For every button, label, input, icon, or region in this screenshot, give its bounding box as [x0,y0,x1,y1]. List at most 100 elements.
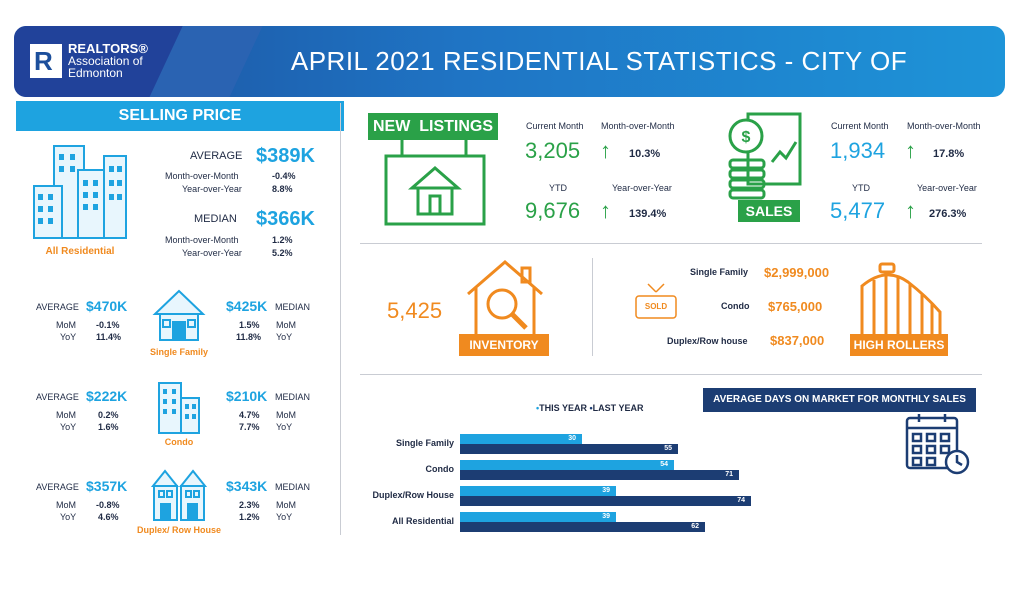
chart-category-label: All Residential [391,516,454,526]
sales-mom-up-arrow-icon: ↑ [905,138,916,163]
nl-mom-label: Month-over-Month [601,121,675,131]
inventory-divider [592,258,593,356]
bar-last-year: 62 [460,522,705,532]
buildings-icon [33,145,127,239]
duplex-med-yoy-value: 1.2% [239,512,260,522]
sf-avg-mom-label: MoM [56,320,76,330]
sf-caption: Single Family [149,347,209,357]
logo-text: REALTORS® Association of Edmonton [68,41,148,80]
duplex-avg-mom-label: MoM [56,500,76,510]
duplex-rowhouse-icon [150,469,208,521]
condo-building-icon [158,382,200,434]
condo-avg-mom-value: 0.2% [98,410,119,420]
inventory-badge: INVENTORY [459,334,549,356]
section-divider-2 [360,374,982,375]
all-avg-mom-value: -0.4% [272,171,296,181]
nl-yoy-label: Year-over-Year [612,183,672,193]
high-rollers-badge: HIGH ROLLERS [850,334,948,356]
logo-letter: R [34,46,53,76]
condo-caption: Condo [164,437,194,447]
nl-yoy-up-arrow-icon: ↑ [600,198,611,223]
days-on-market-title: AVERAGE DAYS ON MARKET FOR MONTHLY SALES [703,388,976,412]
sales-mom-label: Month-over-Month [907,121,981,131]
nl-mom-up-arrow-icon: ↑ [600,138,611,163]
inventory-value: 5,425 [387,298,443,323]
condo-med-mom-value: 4.7% [239,410,260,420]
bar-this-year: 39 [460,512,616,522]
all-median-value: $366K [256,208,315,230]
hr-row3-value: $837,000 [770,333,825,348]
sf-median-label: MEDIAN [275,302,311,312]
chart-legend: •THIS YEAR •LAST YEAR [536,403,644,413]
sold-sign-text: SOLD [644,302,668,311]
condo-average-label: AVERAGE [36,392,79,402]
sf-med-mom-value: 1.5% [239,320,260,330]
sf-average-value: $470K [86,298,128,314]
bar-last-year: 71 [460,470,739,480]
duplex-average-value: $357K [86,478,128,494]
duplex-caption: Duplex/ Row House [136,525,221,535]
sales-money-icon: $ [728,112,802,200]
days-on-market-chart: Single Family 30 55 Condo 54 71 Duplex/Row Hou… [360,430,780,540]
sales-ytd-label: YTD [852,183,870,193]
duplex-med-mom-label: MoM [276,500,296,510]
bar-this-year: 39 [460,486,616,496]
sales-badge: SALES [738,200,800,222]
duplex-avg-yoy-value: 4.6% [98,512,119,522]
legend-last-year-dot: • [589,403,593,413]
nl-current-month-value: 3,205 [525,138,581,163]
legend-last-year: LAST YEAR [592,403,644,413]
all-residential-caption: All Residential [45,246,115,257]
nl-current-month-label: Current Month [526,121,584,131]
legend-this-year: THIS YEAR [539,403,587,413]
bar-this-year: 30 [460,434,582,444]
all-med-yoy-label: Year-over-Year [182,248,242,258]
condo-average-value: $222K [86,388,128,404]
condo-med-yoy-value: 7.7% [239,422,260,432]
all-avg-yoy-value: 8.8% [272,184,293,194]
svg-text:$: $ [742,129,751,146]
sales-mom-value: 17.8% [933,148,965,160]
bar-last-year: 55 [460,444,678,454]
duplex-med-mom-value: 2.3% [239,500,260,510]
sf-med-yoy-value: 11.8% [236,332,262,342]
duplex-median-label: MEDIAN [275,482,311,492]
all-avg-mom-label: Month-over-Month [165,171,239,181]
sales-ytd-value: 5,477 [830,198,886,223]
hr-row3-label: Duplex/Row house [667,336,748,346]
sales-current-month-label: Current Month [831,121,889,131]
calendar-clock-icon [905,414,970,475]
condo-median-value: $210K [226,388,268,404]
new-listings-badge: NEW LISTINGS [368,113,498,140]
all-median-label: MEDIAN [194,213,237,225]
hr-row1-label: Single Family [690,267,749,277]
roller-coaster-icon [860,262,942,338]
nl-ytd-label: YTD [549,183,567,193]
hr-row1-value: $2,999,000 [764,265,830,280]
nl-ytd-value: 9,676 [525,198,581,223]
nl-yoy-value: 139.4% [629,208,667,220]
bar-last-year: 74 [460,496,751,506]
all-med-yoy-value: 5.2% [272,248,293,258]
sf-med-mom-label: MoM [276,320,296,330]
chart-category-label: Duplex/Row House [372,490,454,500]
sold-sign-icon [635,283,677,319]
logo-line3: Edmonton [68,66,123,80]
sales-current-month-value: 1,934 [830,138,886,163]
all-average-label: AVERAGE [190,150,243,162]
selling-price-heading: SELLING PRICE [16,101,344,131]
sales-yoy-up-arrow-icon: ↑ [905,198,916,223]
condo-med-mom-label: MoM [276,410,296,420]
condo-median-label: MEDIAN [275,392,311,402]
duplex-average-label: AVERAGE [36,482,79,492]
all-med-mom-value: 1.2% [272,235,293,245]
hr-row2-label: Condo [721,301,750,311]
all-average-value: $389K [256,145,315,167]
chart-category-label: Single Family [395,438,454,448]
header-banner: R REALTORS® Association of Edmonton APRI… [14,26,1005,97]
sf-average-label: AVERAGE [36,302,79,312]
single-family-house-icon [152,289,206,341]
logo-brand: REALTORS [68,41,139,56]
sf-avg-yoy-label: YoY [60,332,77,342]
sales-yoy-value: 276.3% [929,208,967,220]
